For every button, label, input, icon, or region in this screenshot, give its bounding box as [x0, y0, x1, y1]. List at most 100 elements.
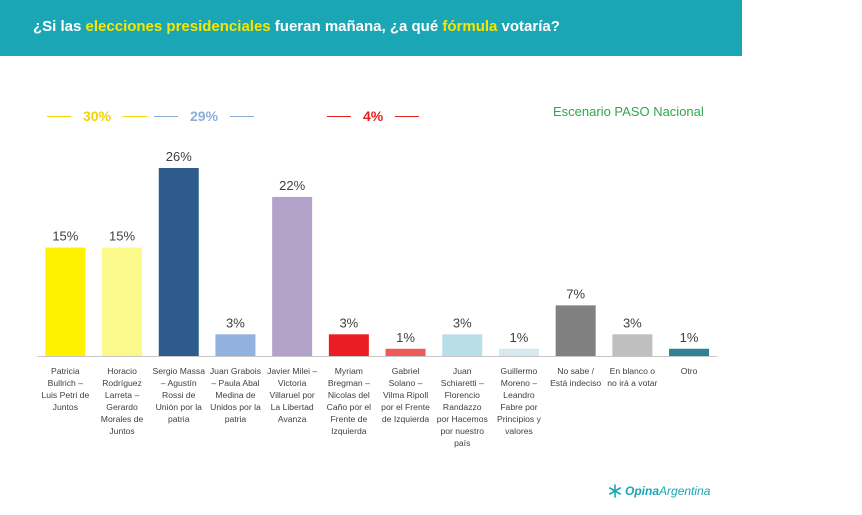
- category-label: Frente de: [330, 414, 367, 424]
- data-label: 3%: [226, 315, 245, 330]
- category-label: Luis Petri de: [41, 390, 89, 400]
- page-title: ¿Si las elecciones presidenciales fueran…: [33, 18, 560, 35]
- category-label: Caño por el: [327, 402, 372, 412]
- category-label: Gerardo: [106, 402, 138, 412]
- category-label: por Hacemos: [437, 414, 488, 424]
- title-part: votaría?: [497, 18, 560, 35]
- category-label: Rossi de: [162, 390, 196, 400]
- bar: [385, 348, 426, 356]
- category-label: Medina de: [215, 390, 255, 400]
- category-label: valores: [505, 426, 533, 436]
- bar: [669, 348, 710, 356]
- brand-name-part1: Opina: [625, 484, 660, 498]
- group-value: 29%: [190, 108, 219, 124]
- data-label: 1%: [510, 330, 529, 345]
- category-label: patria: [225, 414, 247, 424]
- bar: [498, 348, 539, 356]
- category-label: Fabre por: [500, 402, 537, 412]
- category-label: Juan Grabois: [210, 366, 261, 376]
- data-label: 15%: [109, 229, 135, 244]
- category-label: Javier Milei –: [267, 366, 317, 376]
- bar: [158, 168, 199, 356]
- category-label: La Libertad: [271, 402, 314, 412]
- category-label: Larreta –: [105, 390, 140, 400]
- group-line-right: [230, 115, 255, 117]
- category-label: por el Frente: [381, 402, 430, 412]
- category-label: Horacio: [107, 366, 137, 376]
- category-label: Randazzo: [443, 402, 482, 412]
- category-label: Leandro: [503, 390, 535, 400]
- header-banner: ¿Si las elecciones presidenciales fueran…: [0, 0, 742, 56]
- group-juntos-total: 30%: [47, 106, 148, 126]
- bar: [45, 247, 86, 356]
- category-label: – Agustín: [161, 378, 197, 388]
- category-label: Principios y: [497, 414, 542, 424]
- bar: [272, 196, 313, 356]
- category-label: No sabe /: [557, 366, 594, 376]
- title-part: elecciones presidenciales: [85, 18, 271, 35]
- group-line-right: [395, 115, 420, 117]
- group-value: 4%: [363, 108, 384, 124]
- brand-name-part2: Argentina: [659, 484, 711, 498]
- category-label: Bullrich –: [48, 378, 84, 388]
- category-label: Guillermo: [501, 366, 538, 376]
- category-label: Moreno –: [501, 378, 538, 388]
- category-label: Victoria: [278, 378, 307, 388]
- title-part: fórmula: [442, 18, 498, 35]
- data-label: 26%: [166, 149, 192, 164]
- category-label: patria: [168, 414, 190, 424]
- category-label: Florencio: [445, 390, 481, 400]
- asterisk-logo-icon: [608, 484, 621, 498]
- category-label: Vilma Ripoll: [383, 390, 428, 400]
- bar: [612, 334, 653, 356]
- category-label: no irá a votar: [607, 378, 657, 388]
- category-label: Juan: [453, 366, 472, 376]
- category-label: – Paula Abal: [211, 378, 259, 388]
- scenario-label: Escenario PASO Nacional: [553, 104, 704, 119]
- category-label: Avanza: [278, 414, 307, 424]
- group-line-right: [123, 115, 148, 117]
- title-part: ¿Si las: [33, 18, 86, 35]
- data-label: 3%: [339, 315, 358, 330]
- category-label: Bregman –: [328, 378, 370, 388]
- category-label: Solano –: [389, 378, 423, 388]
- category-label: Unión por la: [156, 402, 203, 412]
- data-label: 1%: [396, 330, 415, 345]
- brand-logo: OpinaArgentina: [608, 483, 710, 499]
- category-label: Villaruel por: [270, 390, 315, 400]
- group-line-left: [154, 115, 178, 117]
- category-label: Rodríguez: [102, 378, 142, 388]
- bar: [102, 247, 143, 356]
- category-label: Otro: [681, 366, 698, 376]
- group-izquierda-total: 4%: [327, 106, 420, 126]
- group-line-left: [327, 115, 351, 117]
- group-value: 30%: [83, 108, 112, 124]
- category-label: país: [454, 438, 470, 448]
- data-label: 22%: [279, 178, 305, 193]
- category-label: Myriam: [335, 366, 363, 376]
- category-label: Unidos por la: [210, 402, 261, 412]
- bar: [555, 305, 596, 356]
- title-part: fueran mañana, ¿a qué: [270, 18, 443, 35]
- category-label: Gabriel: [392, 366, 420, 376]
- group-union-total: 29%: [154, 106, 255, 126]
- category-label: Patricia: [51, 366, 80, 376]
- data-label: 15%: [52, 229, 78, 244]
- category-label: Está indeciso: [550, 378, 601, 388]
- category-label: de Izquierda: [382, 414, 430, 424]
- category-label: Schiaretti –: [441, 378, 484, 388]
- category-label: En blanco o: [610, 366, 656, 376]
- category-label: Nicolas del: [328, 390, 370, 400]
- category-label: Izquierda: [331, 426, 367, 436]
- bar: [328, 334, 369, 356]
- bar: [442, 334, 483, 356]
- category-label: Sergio Massa: [152, 366, 205, 376]
- group-line-left: [47, 115, 71, 117]
- category-label: Morales de: [101, 414, 144, 424]
- data-label: 7%: [566, 286, 585, 301]
- data-label: 3%: [623, 315, 642, 330]
- bar: [215, 334, 256, 356]
- category-label: Juntos: [53, 402, 78, 412]
- category-label: Juntos: [109, 426, 134, 436]
